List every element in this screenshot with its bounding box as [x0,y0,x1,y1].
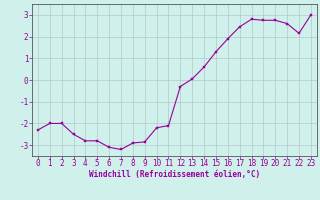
X-axis label: Windchill (Refroidissement éolien,°C): Windchill (Refroidissement éolien,°C) [89,170,260,179]
